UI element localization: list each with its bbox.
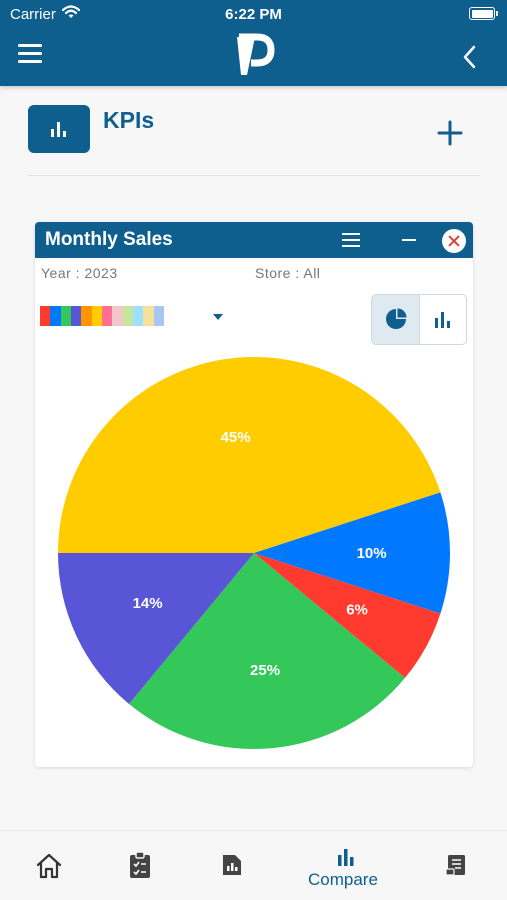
legend-swatch: [153, 306, 164, 326]
card-menu-button[interactable]: [342, 233, 360, 247]
wifi-icon: [62, 5, 80, 18]
bottom-tab-bar: Compare: [0, 830, 507, 900]
legend-swatch: [70, 306, 82, 326]
bar-chart-icon: [51, 122, 66, 137]
pie-chart-icon: [386, 308, 407, 329]
back-chevron-icon[interactable]: [460, 44, 480, 70]
tab-compare-label: Compare: [308, 870, 378, 889]
bar-view-button[interactable]: [420, 295, 466, 344]
card-header: Monthly Sales: [35, 222, 473, 258]
pie-slice-label: 14%: [133, 595, 163, 612]
app-header: [0, 30, 507, 86]
legend-swatch: [40, 306, 51, 326]
clipboard-checklist-icon: [130, 851, 150, 878]
legend-swatch: [101, 306, 113, 326]
hamburger-menu-button[interactable]: [18, 44, 42, 68]
chevron-down-icon[interactable]: [213, 314, 223, 320]
pie-slice[interactable]: [58, 553, 254, 705]
add-icon[interactable]: [436, 119, 464, 147]
pie-chart-svg: 45% 10% 6% 25% 14%: [58, 357, 450, 749]
pie-slice-label: 6%: [346, 602, 368, 619]
legend-swatch: [143, 306, 154, 326]
pie-slice-label: 10%: [357, 545, 387, 562]
legend-color-strip[interactable]: [40, 306, 164, 326]
pie-slice[interactable]: [254, 553, 441, 678]
report-icon: [223, 855, 241, 875]
legend-swatch: [112, 306, 123, 326]
legend-swatch: [122, 306, 133, 326]
card-minimize-button[interactable]: [402, 239, 416, 241]
legend-swatch: [91, 306, 102, 326]
app-logo-icon: [237, 33, 275, 75]
pie-slice[interactable]: [254, 492, 450, 614]
home-icon: [36, 853, 62, 879]
tab-checklist[interactable]: [120, 831, 160, 900]
tab-reports[interactable]: [212, 831, 252, 900]
pie-view-button[interactable]: [372, 295, 420, 344]
legend-swatch: [60, 306, 71, 326]
chart-type-toggle: [371, 294, 467, 345]
tab-home[interactable]: [30, 831, 70, 900]
kpi-header: KPIs: [28, 103, 480, 176]
card-title: Monthly Sales: [45, 229, 173, 250]
chart-card: Monthly Sales Year : 2023 Store : All 45…: [35, 222, 473, 767]
status-bar: Carrier 6:22 PM: [0, 0, 507, 30]
store-filter-label: Store : All: [255, 265, 321, 281]
pie-slice-label: 45%: [221, 429, 251, 446]
clock: 6:22 PM: [225, 6, 282, 23]
pie-chart: 45% 10% 6% 25% 14%: [56, 355, 452, 751]
battery-icon: [469, 7, 498, 20]
bar-chart-icon: [435, 312, 450, 328]
legend-swatch: [50, 306, 61, 326]
page-title: KPIs: [103, 107, 155, 133]
receipt-icon: [445, 855, 465, 876]
legend-swatch: [81, 306, 92, 326]
pie-slice[interactable]: [129, 553, 406, 749]
pie-slice-label: 25%: [250, 662, 280, 679]
card-close-button[interactable]: [442, 229, 466, 253]
legend-swatch: [132, 306, 144, 326]
pie-slice[interactable]: [58, 357, 441, 553]
tab-receipts[interactable]: [436, 831, 476, 900]
kpi-icon-button[interactable]: [28, 105, 90, 153]
tab-compare[interactable]: Compare: [300, 831, 390, 900]
carrier-label: Carrier: [10, 6, 56, 23]
bar-chart-icon: [338, 849, 354, 866]
year-filter-label: Year : 2023: [41, 265, 118, 281]
